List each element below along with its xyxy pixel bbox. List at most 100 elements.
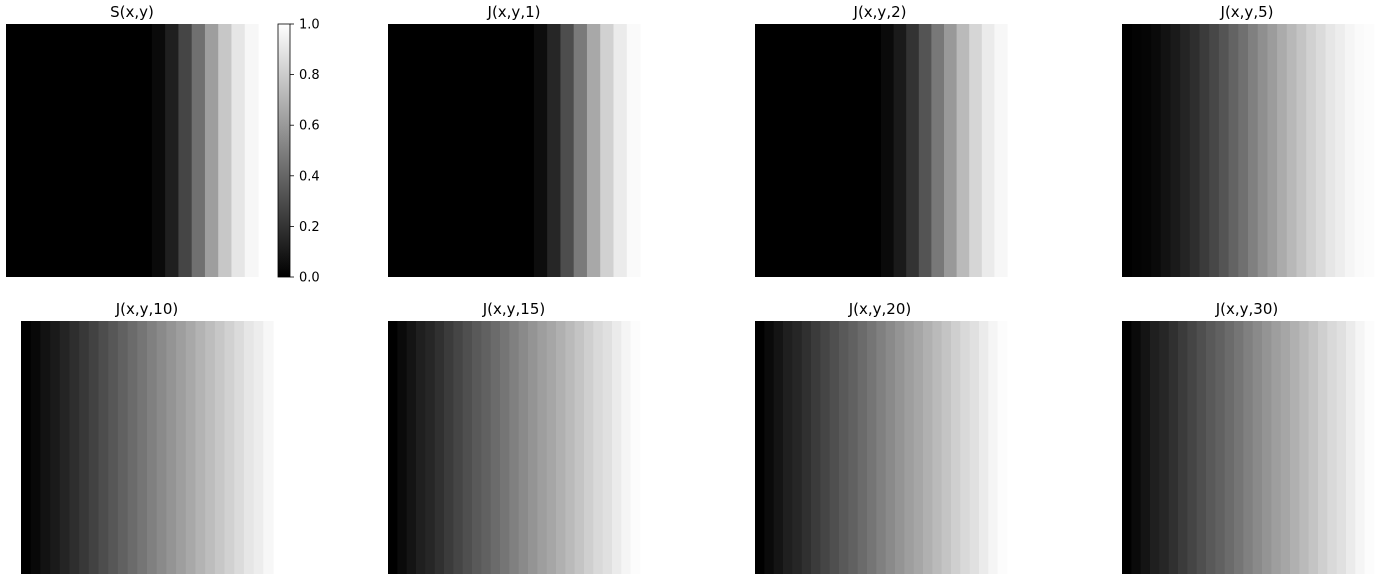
heatmap-cell-j20-11 [857,321,868,574]
panel-title-j5: J(x,y,5) [1220,3,1274,21]
heatmap-cell-j15-10 [481,321,492,574]
heatmap-cell-j20-6 [811,321,821,574]
panel-title-j2: J(x,y,2) [853,3,907,21]
heatmap-cell-j1-10 [520,24,535,277]
heatmap-cell-j20-24 [979,321,989,574]
heatmap-cell-j10-0 [21,321,32,574]
heatmap-cell-j1-16 [600,24,615,277]
heatmap-cell-j2-4 [805,24,819,277]
colorbar: 0.0 0.2 0.4 0.6 0.8 1.0 [277,18,320,286]
heatmap-cell-j20-13 [876,321,887,574]
heatmap-cell-j2-18 [981,24,995,277]
heatmap-cell-j5-14 [1257,24,1268,277]
heatmap-cell-j1-3 [427,24,442,277]
heatmap-cell-j20-17 [913,321,924,574]
heatmap-cell-j30-18 [1290,321,1300,574]
heatmap-cell-j5-11 [1228,24,1239,277]
heatmap-cell-j30-7 [1187,321,1198,574]
heatmap-cell-j15-26 [630,321,641,574]
heatmap-cell-j5-25 [1364,24,1375,277]
heatmap-cell-j20-0 [755,321,765,574]
heatmap-cell-j2-2 [780,24,794,277]
heatmap-cell-j15-0 [388,321,398,574]
heatmap-cell-s-2 [32,24,47,277]
heatmap-cell-j20-22 [960,321,971,574]
heatmap-cell-j5-22 [1335,24,1346,277]
heatmap-cell-j10-19 [205,321,216,574]
panel-title-j20: J(x,y,20) [848,300,912,318]
heatmap-cell-j10-1 [30,321,41,574]
heatmap-cell-j10-9 [108,321,119,574]
heatmap-cell-j5-10 [1218,24,1230,277]
heatmap-cell-j20-1 [764,321,775,574]
heatmap-cell-j2-7 [843,24,857,277]
heatmap-cell-j5-12 [1238,24,1249,277]
heatmap-cell-j15-3 [416,321,426,574]
heatmap-cell-j20-20 [941,321,952,574]
heatmap-cell-s-7 [98,24,113,277]
heatmap-cell-j10-24 [253,321,264,574]
colorbar-gradient [277,23,291,278]
colorbar-tick-label: 1.0 [299,18,320,33]
colorbar-ticks: 0.0 0.2 0.4 0.6 0.8 1.0 [290,18,320,286]
heatmap-cell-s-15 [204,24,219,277]
heatmap-cell-j5-9 [1209,24,1220,277]
heatmap-cell-j5-0 [1122,24,1133,277]
heatmap-cell-j1-7 [480,24,495,277]
heatmap-cell-j2-17 [969,24,983,277]
heatmap-cell-j20-9 [839,321,849,574]
heatmap-cell-j20-7 [820,321,831,574]
heatmap-cell-j2-13 [918,24,932,277]
panel-title-j30: J(x,y,30) [1215,300,1279,318]
heatmap-cell-j15-16 [537,321,548,574]
heatmap-cell-j2-10 [881,24,895,277]
heatmap-cell-s-0 [6,24,20,277]
heatmap-cell-j15-8 [462,321,473,574]
heatmap-cell-j5-2 [1141,24,1152,277]
heatmap-cell-j30-11 [1224,321,1235,574]
heatmap-cell-j30-3 [1150,321,1160,574]
heatmap-cell-j10-18 [195,321,206,574]
heatmap-cell-j1-0 [388,24,402,277]
heatmap-cell-j20-26 [997,321,1008,574]
heatmap-cell-j30-19 [1299,321,1310,574]
heatmap-cell-j20-14 [885,321,896,574]
heatmap-cell-j15-22 [593,321,604,574]
heatmap-cell-j2-14 [931,24,945,277]
heatmap-cell-j2-11 [893,24,907,277]
heatmap-cell-j15-4 [425,321,436,574]
heatmap-cell-j1-6 [467,24,482,277]
heatmap-cell-j1-14 [573,24,588,277]
heatmap-cell-j20-15 [895,321,905,574]
heatmap-cell-j30-12 [1234,321,1244,574]
heatmap-cell-j1-17 [613,24,628,277]
heatmap-cell-j30-4 [1159,321,1170,574]
heatmap-cell-j10-13 [147,321,158,574]
heatmap-cell-j30-23 [1336,321,1347,574]
heatmap-cell-j10-10 [117,321,129,574]
heatmap-cell-j10-17 [185,321,197,574]
heatmap-cell-s-16 [218,24,233,277]
heatmap-cell-j15-9 [472,321,482,574]
heatmap-s [6,24,259,277]
heatmap-cell-j15-17 [546,321,557,574]
heatmap-cell-j30-25 [1355,321,1366,574]
heatmap-cell-j10-12 [137,321,148,574]
heatmap-cell-j10-8 [98,321,109,574]
panel-j5: J(x,y,5) [1122,3,1375,277]
heatmap-cell-j5-1 [1131,24,1142,277]
heatmap-cell-j30-21 [1318,321,1328,574]
heatmap-cell-j20-10 [848,321,859,574]
heatmap-cell-s-10 [138,24,153,277]
heatmap-cell-j20-5 [801,321,812,574]
heatmap-cell-j5-6 [1180,24,1191,277]
heatmap-cell-j30-17 [1280,321,1291,574]
heatmap-cell-j10-3 [50,321,61,574]
heatmap-cell-j2-12 [906,24,920,277]
heatmap-cell-s-12 [165,24,180,277]
heatmap-cell-j10-25 [263,321,274,574]
heatmap-cell-s-18 [244,24,259,277]
heatmap-cell-j5-8 [1199,24,1210,277]
panel-j2: J(x,y,2) [755,3,1008,277]
heatmap-cell-j10-11 [127,321,138,574]
